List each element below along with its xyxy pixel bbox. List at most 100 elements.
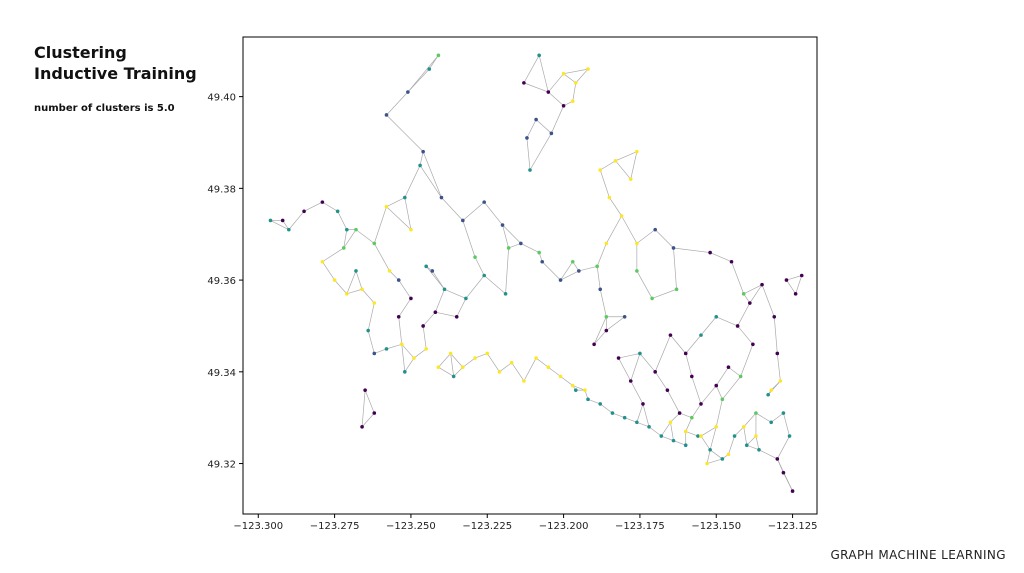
- cluster-3-node: [436, 53, 441, 58]
- cluster-1-node: [372, 351, 377, 356]
- graph-edge: [386, 343, 402, 350]
- graph-edge: [734, 426, 744, 437]
- graph-edge: [679, 412, 692, 419]
- graph-edge: [776, 353, 781, 382]
- graph-edge: [462, 201, 485, 221]
- cluster-4-node: [448, 351, 453, 356]
- graph-edge: [755, 412, 772, 423]
- graph-edge: [364, 390, 375, 414]
- cluster-1-node: [500, 223, 505, 227]
- cluster-3-node: [604, 314, 609, 319]
- graph-edge: [673, 247, 711, 253]
- cluster-2-node: [345, 227, 349, 232]
- graph-edge: [523, 82, 549, 93]
- cluster-4-node: [705, 461, 709, 466]
- graph-edge: [386, 206, 412, 230]
- cluster-3-node: [506, 246, 511, 250]
- graph-edge: [654, 229, 674, 249]
- graph-edge: [776, 435, 790, 460]
- cluster-2-node: [598, 402, 603, 406]
- cluster-4-node: [635, 149, 639, 154]
- graph-edge: [728, 435, 735, 455]
- graph-edge: [621, 215, 638, 244]
- cluster-1-node: [461, 218, 465, 223]
- graph-edge: [548, 73, 564, 93]
- graph-edge: [709, 449, 723, 460]
- graph-edge: [398, 298, 412, 317]
- graph-edge: [483, 275, 506, 295]
- graph-edge: [618, 353, 640, 359]
- cluster-0-node: [735, 324, 740, 328]
- graph-edge: [535, 357, 549, 368]
- graph-edge: [758, 449, 778, 460]
- y-tick-label: 49.34: [207, 368, 236, 379]
- cluster-1-node: [406, 90, 410, 94]
- cluster-4-node: [778, 379, 783, 383]
- graph-edge: [523, 55, 540, 84]
- graph-edge: [373, 243, 390, 272]
- cluster-4-node: [345, 292, 349, 296]
- graph-edge: [560, 376, 573, 386]
- cluster-0-node: [790, 489, 795, 493]
- cluster-2-node: [366, 328, 370, 333]
- graph-edge: [572, 385, 586, 391]
- cluster-4-node: [598, 168, 603, 172]
- cluster-1-node: [622, 314, 627, 319]
- cluster-0-node: [714, 383, 719, 388]
- graph-edge: [600, 403, 613, 414]
- cluster-0-node: [372, 411, 377, 415]
- graph-edge: [419, 165, 442, 198]
- graph-edge: [746, 444, 760, 451]
- cluster-4-node: [412, 356, 416, 360]
- graph-edge: [624, 417, 637, 423]
- graph-edge: [355, 229, 375, 244]
- cluster-4-node: [607, 195, 612, 200]
- cluster-2-node: [464, 296, 468, 301]
- cluster-1-node: [534, 117, 538, 122]
- cluster-4-node: [372, 301, 377, 305]
- x-tick-label: −123.125: [768, 521, 818, 532]
- cluster-3-node: [372, 241, 377, 246]
- graph-edge: [722, 376, 741, 400]
- cluster-1-node: [430, 269, 435, 273]
- cluster-4-node: [497, 370, 502, 374]
- y-axis-ticks: 49.32 49.34 49.36 49.38 49.40: [207, 93, 243, 471]
- graph-edge: [548, 366, 561, 377]
- graph-edge: [367, 330, 375, 354]
- cluster-0-node: [421, 324, 425, 328]
- graph-edge: [361, 289, 375, 304]
- cluster-0-node: [628, 379, 633, 383]
- graph-edge: [654, 334, 671, 372]
- cluster-0-node: [784, 278, 789, 282]
- cluster-2-node: [418, 163, 422, 168]
- graph-edge: [740, 344, 754, 377]
- cluster-1-node: [598, 287, 603, 292]
- cluster-2-node: [720, 457, 725, 461]
- graph-edge: [526, 119, 537, 139]
- cluster-4-node: [485, 351, 490, 356]
- cluster-2-node: [403, 195, 407, 200]
- graph-edge: [374, 348, 387, 354]
- cluster-4-node: [619, 214, 624, 218]
- graph-edge: [322, 261, 335, 281]
- cluster-1-node: [577, 269, 581, 273]
- cluster-2-node: [659, 434, 664, 438]
- graph-edge: [441, 197, 464, 221]
- cluster-3-node: [570, 259, 575, 264]
- graph-edge: [593, 316, 607, 345]
- graph-edge: [483, 201, 503, 226]
- cluster-2-node: [451, 374, 456, 379]
- graph-edge: [673, 247, 677, 290]
- graph-edge: [361, 390, 366, 427]
- graph-edge: [343, 229, 357, 249]
- cluster-2-node: [528, 168, 532, 172]
- cluster-0-node: [760, 282, 764, 287]
- graph-edge: [398, 316, 403, 345]
- graph-edge: [670, 422, 674, 441]
- graph-edge: [715, 385, 723, 400]
- cluster-2-node: [427, 67, 432, 71]
- cluster-1-node: [482, 200, 487, 204]
- graph-edge: [343, 229, 348, 249]
- graph-edge: [648, 426, 662, 437]
- graph-edge: [654, 371, 668, 391]
